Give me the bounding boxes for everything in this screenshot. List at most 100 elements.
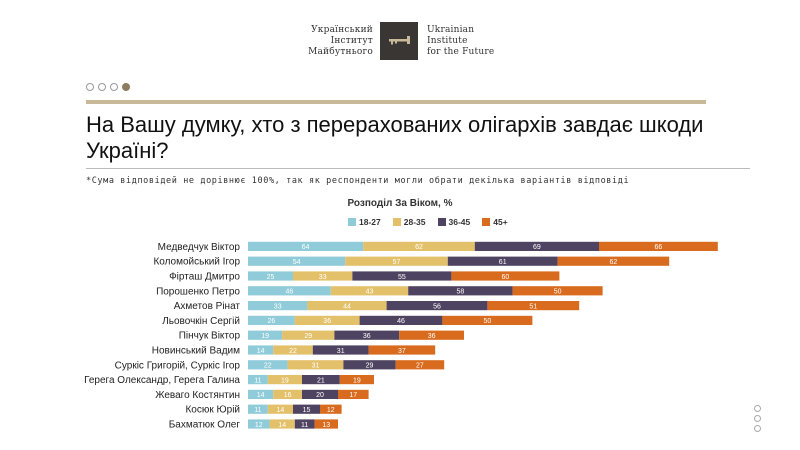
data-label: 11 bbox=[254, 407, 261, 414]
data-label: 36 bbox=[363, 333, 371, 340]
side-dot[interactable] bbox=[754, 425, 761, 432]
data-label: 16 bbox=[284, 392, 292, 399]
data-label: 61 bbox=[499, 259, 507, 266]
bar-segment bbox=[287, 360, 344, 370]
data-label: 11 bbox=[254, 377, 261, 384]
bar-segment bbox=[334, 330, 400, 340]
bar-segment bbox=[248, 389, 274, 399]
data-label: 31 bbox=[312, 363, 320, 370]
side-dot[interactable] bbox=[754, 415, 761, 422]
bar-segment bbox=[248, 419, 270, 429]
bar-segment bbox=[487, 301, 580, 311]
bar-segment bbox=[368, 345, 436, 355]
category-label: Льовочкін Сергій bbox=[162, 316, 240, 327]
bar-segment bbox=[269, 419, 295, 429]
data-label: 12 bbox=[327, 407, 335, 414]
bar-segment bbox=[447, 256, 558, 266]
bar-segment bbox=[474, 241, 599, 251]
bar-segment bbox=[248, 271, 293, 281]
category-label: Коломойський Ігор bbox=[153, 257, 240, 268]
data-label: 58 bbox=[457, 289, 465, 296]
bar-segment bbox=[386, 301, 488, 311]
legend-swatch bbox=[348, 218, 356, 226]
data-label: 69 bbox=[533, 244, 541, 251]
side-pagination bbox=[754, 405, 761, 432]
bar-segment bbox=[282, 330, 335, 340]
data-label: 17 bbox=[349, 392, 357, 399]
data-label: 22 bbox=[289, 348, 297, 355]
bar-segment bbox=[312, 345, 369, 355]
category-label: Фірташ Дмитро bbox=[169, 272, 240, 283]
legend-swatch bbox=[392, 218, 401, 226]
category-label: Бахматюк Олег bbox=[169, 420, 241, 431]
bar-segment bbox=[599, 241, 718, 251]
bar-segment bbox=[512, 286, 603, 296]
category-label: Новинський Вадим bbox=[152, 346, 240, 357]
bar-segment bbox=[359, 315, 443, 325]
legend-item: 28-35 bbox=[392, 217, 426, 227]
legend-swatch bbox=[437, 218, 446, 226]
logo-line: Ukrainian bbox=[427, 25, 475, 35]
data-label: 19 bbox=[353, 377, 361, 384]
bar-segment bbox=[557, 256, 670, 266]
bar-segment bbox=[248, 241, 364, 251]
bar-segment bbox=[442, 315, 533, 325]
data-label: 33 bbox=[274, 303, 282, 310]
legend-label: 36-45 bbox=[448, 217, 471, 227]
category-label: Ахметов Рінат bbox=[174, 301, 241, 312]
side-dot[interactable] bbox=[754, 405, 761, 412]
bar-segment bbox=[339, 375, 374, 385]
chart-legend: 18-27 28-35 36-45 45+ bbox=[348, 217, 508, 227]
accent-divider bbox=[86, 100, 706, 104]
bar-segment bbox=[248, 301, 308, 311]
legend-label: 45+ bbox=[493, 217, 508, 227]
bar-segment bbox=[248, 404, 268, 414]
legend-label: 28-35 bbox=[403, 217, 426, 227]
data-label: 36 bbox=[323, 318, 331, 325]
data-label: 51 bbox=[529, 303, 537, 310]
legend-item: 45+ bbox=[482, 217, 508, 227]
slide-dot[interactable] bbox=[98, 83, 106, 91]
legend-item: 18-27 bbox=[348, 217, 381, 227]
category-label: Суркіс Григорій, Суркіс Ігор bbox=[115, 360, 241, 371]
data-label: 13 bbox=[322, 422, 330, 429]
key-icon bbox=[380, 22, 418, 60]
slide-dot[interactable] bbox=[86, 83, 94, 91]
data-label: 37 bbox=[398, 348, 406, 355]
bar-segment bbox=[293, 271, 353, 281]
data-label: 31 bbox=[337, 348, 345, 355]
data-label: 14 bbox=[277, 407, 285, 414]
data-label: 66 bbox=[655, 244, 663, 251]
bar-segment bbox=[293, 404, 320, 414]
category-label: Жеваго Костянтин bbox=[155, 390, 240, 401]
bar-segment bbox=[248, 375, 268, 385]
data-label: 25 bbox=[267, 274, 275, 281]
data-label: 26 bbox=[268, 318, 276, 325]
bar-segment bbox=[395, 360, 445, 370]
footnote: *Сума відповідей не дорівнює 100%, так я… bbox=[86, 176, 630, 186]
category-label: Косюк Юрій bbox=[185, 405, 240, 416]
bar-segment bbox=[267, 404, 293, 414]
bar-segment bbox=[302, 375, 340, 385]
bar-segment bbox=[273, 389, 302, 399]
logo-text-ukrainian: Український Інститут Майбутнього bbox=[308, 25, 373, 58]
slide-dot[interactable] bbox=[110, 83, 118, 91]
data-label: 14 bbox=[257, 348, 265, 355]
data-label: 27 bbox=[416, 363, 424, 370]
category-label: Порошенко Петро bbox=[156, 286, 240, 297]
category-label: Пінчук Віктор bbox=[179, 331, 241, 342]
data-label: 15 bbox=[303, 407, 311, 414]
data-label: 60 bbox=[502, 274, 510, 281]
bar-segment bbox=[248, 360, 288, 370]
bar-segment bbox=[294, 315, 360, 325]
data-label: 43 bbox=[366, 289, 374, 296]
bar-segment bbox=[338, 389, 369, 399]
data-label: 19 bbox=[261, 333, 269, 340]
data-label: 44 bbox=[343, 303, 351, 310]
slide-dot-active[interactable] bbox=[122, 83, 130, 91]
bar-segment bbox=[302, 389, 338, 399]
bar-segment bbox=[352, 271, 452, 281]
logo-line: Майбутнього bbox=[308, 47, 373, 57]
data-label: 62 bbox=[610, 259, 618, 266]
